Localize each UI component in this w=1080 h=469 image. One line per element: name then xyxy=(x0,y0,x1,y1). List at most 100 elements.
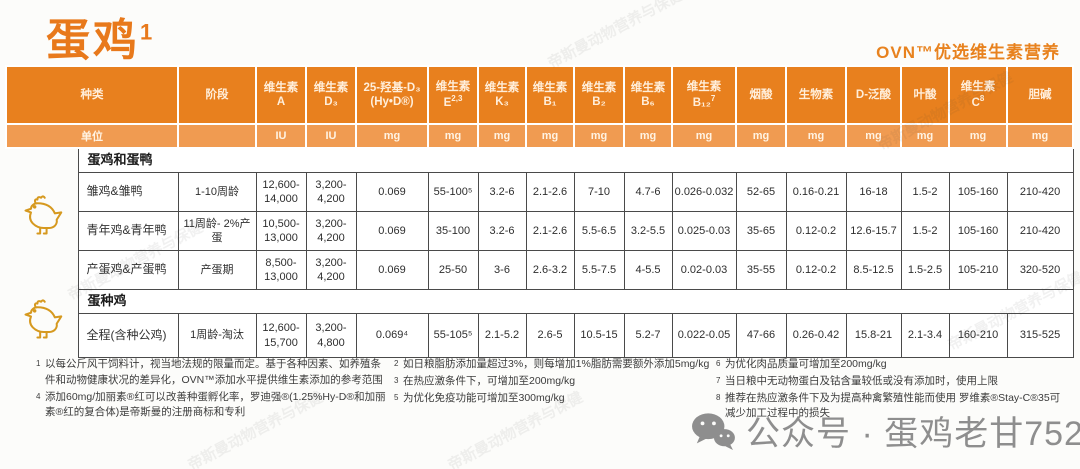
col-header-12: 生物素 xyxy=(785,65,847,125)
unit-cell-11: mg xyxy=(845,123,902,149)
col-header-5: 维生素 E2,3 xyxy=(427,65,479,125)
col-header-4: 25-羟基-D₃ (Hy•D®) xyxy=(355,65,429,125)
col-header-line1: 维生素 xyxy=(313,81,349,94)
unit-cell-3: mg xyxy=(427,123,479,149)
hen-icon-cell xyxy=(6,148,78,290)
col-header-1: 阶段 xyxy=(177,65,257,125)
unit-row: 单位 IU IU mg mg mg mg mg mg mg mg mg mg mg mg mg xyxy=(5,123,1074,149)
footnote: 5 为优化免疫功能可增加至300mg/kg xyxy=(394,391,714,407)
value-cell: 2.1-3.4 xyxy=(900,313,950,358)
col-header-3: 维生素 D₃ xyxy=(305,65,357,125)
value-cell: 12,600-15,700 xyxy=(255,313,307,358)
col-header-8: 维生素 B₂ xyxy=(573,65,625,125)
footnote-mark: 6 xyxy=(716,359,721,368)
value-cell: 4.7-6 xyxy=(623,172,673,212)
col-header-2: 维生素 A xyxy=(255,65,307,125)
footnote: 2 如日粮脂肪添加量超过3%，则每增加1%脂肪需要额外添加5mg/kg xyxy=(394,357,714,373)
value-cell: 16-18 xyxy=(845,172,902,212)
col-header-symbol: E xyxy=(443,96,452,109)
value-cell: 52-65 xyxy=(735,172,787,212)
value-cell: 3.2-6 xyxy=(477,211,527,251)
value-cell: 35-100 xyxy=(427,211,479,251)
value-cell: 15.8-21 xyxy=(845,313,902,358)
value-cell: 0.069 xyxy=(355,172,429,212)
value-cell: 7-10 xyxy=(573,172,625,212)
footnote-text: 在热应激条件下，可增加至200mg/kg xyxy=(403,374,576,387)
col-header-line1: 烟酸 xyxy=(749,88,773,101)
col-header-symbol: B₆ xyxy=(641,96,655,108)
footnote-mark: 4 xyxy=(36,391,41,401)
row-label: 雏鸡&雏鸭 xyxy=(77,172,179,212)
col-header-line1: 维生素 xyxy=(630,81,666,94)
value-cell: 0.12-0.2 xyxy=(785,250,847,290)
row-stage: 产蛋期 xyxy=(177,250,257,290)
col-header-symbol: B₁ xyxy=(543,96,557,108)
footnote: 8 推荐在热应激条件下及为提高种禽繁殖性能而使用 罗维素®Stay-C®35可减少… xyxy=(716,391,1068,423)
col-header-line2: B₁₂7 xyxy=(674,94,734,110)
footnote-text: 为优化免疫功能可增加至300mg/kg xyxy=(403,391,565,404)
footnote-text: 当日粮中无动物蛋白及钴含量较低或没有添加时，使用上限 xyxy=(725,374,998,387)
footnote-text: 以每公斤风干饲料计，视当地法规的限量而定。基于各种因素、如养殖条件和动物健康状况… xyxy=(45,358,383,386)
value-cell: 55-100⁵ xyxy=(427,172,479,212)
unit-stage-cell xyxy=(177,123,257,149)
unit-cell-4: mg xyxy=(477,123,527,149)
value-cell: 1.5-2 xyxy=(900,172,950,212)
value-cell: 5.5-7.5 xyxy=(573,250,625,290)
value-cell: 1.5-2.5 xyxy=(900,250,950,290)
col-header-14: 叶酸 xyxy=(900,65,950,125)
value-cell: 2.1-2.6 xyxy=(525,211,575,251)
value-cell: 2.1-5.2 xyxy=(477,313,527,358)
footnote-text: 如日粮脂肪添加量超过3%，则每增加1%脂肪需要额外添加5mg/kg xyxy=(403,358,710,370)
col-header-symbol: C xyxy=(971,96,980,109)
footnote-text: 推荐在热应激条件下及为提高种禽繁殖性能而使用 罗维素®Stay-C®35可减少加… xyxy=(725,391,1061,420)
value-cell: 105-160 xyxy=(948,211,1008,251)
hen-icon-cell xyxy=(6,290,78,358)
col-header-line1: 维生素 xyxy=(960,80,996,93)
col-header-line1: 维生素 xyxy=(435,80,471,93)
value-cell: 3.2-5.5 xyxy=(623,211,673,251)
page-title: 蛋鸡1 xyxy=(46,4,155,68)
value-cell: 4-5.5 xyxy=(623,250,673,290)
col-header-6: 维生素 K₃ xyxy=(477,65,527,125)
col-header-line2: (Hy•D®) xyxy=(358,95,426,109)
footnote-mark: 8 xyxy=(716,392,721,402)
footnote-column-right: 6 为优化肉品质量可增加至200mg/kg 7 当日粮中无动物蛋白及钴含量较低或没有添… xyxy=(716,357,1068,423)
value-cell: 320-520 xyxy=(1006,250,1074,290)
col-header-line1: 25-羟基-D₃ xyxy=(363,81,421,94)
footnote-column-middle: 2 如日粮脂肪添加量超过3%，则每增加1%脂肪需要额外添加5mg/kg 3 在热应激条… xyxy=(394,357,714,407)
col-header-line2: B₆ xyxy=(626,95,670,109)
col-header-line2: B₂ xyxy=(576,95,622,109)
row-label: 青年鸡&青年鸭 xyxy=(77,211,179,251)
col-header-line2: E2,3 xyxy=(430,94,476,110)
value-cell: 55-105⁵ xyxy=(427,313,479,358)
row-label: 产蛋鸡&产蛋鸭 xyxy=(77,250,179,290)
col-header-symbol: B₁₂ xyxy=(692,96,711,109)
col-header-11: 烟酸 xyxy=(735,65,787,125)
table-row: 青年鸡&青年鸭 11周龄- 2%产蛋 10,500-13,000 3,200-4,20… xyxy=(6,211,1074,251)
unit-cell-12: mg xyxy=(900,123,950,149)
value-cell: 3,200-4,800 xyxy=(305,313,357,358)
section-title: 蛋种鸡 xyxy=(77,289,1074,314)
value-cell: 315-525 xyxy=(1006,313,1074,358)
footnote-text: 添加60mg/加丽素®红可以改善种蛋孵化率，罗迪强®(1.25%Hy-D®和加丽… xyxy=(45,390,386,419)
value-cell: 10.5-15 xyxy=(573,313,625,358)
section-title: 蛋鸡和蛋鸭 xyxy=(77,147,1074,173)
value-cell: 105-160 xyxy=(948,172,1008,212)
footnote-mark: 5 xyxy=(394,392,399,402)
section-band-row: 蛋鸡和蛋鸭 xyxy=(6,147,1074,235)
unit-cell-1: IU xyxy=(305,123,357,149)
unit-cell-7: mg xyxy=(623,123,673,149)
value-cell: 0.069 xyxy=(355,211,429,251)
unit-cell-8: mg xyxy=(671,123,737,149)
value-cell: 5.2-7 xyxy=(623,313,673,358)
footnote-mark: 1 xyxy=(36,359,41,368)
unit-cell-6: mg xyxy=(573,123,625,149)
wechat-stamp: 公众号 · 蛋鸡老甘7520 xyxy=(690,406,1080,455)
col-header-line2: D₃ xyxy=(308,95,354,109)
col-header-line1: 种类 xyxy=(80,88,104,101)
page-title-text: 蛋鸡 xyxy=(46,16,140,65)
value-cell: 0.026-0.032 xyxy=(671,172,737,212)
col-header-footnote-mark: 7 xyxy=(710,94,716,104)
value-cell: 0.025-0.03 xyxy=(671,211,737,251)
